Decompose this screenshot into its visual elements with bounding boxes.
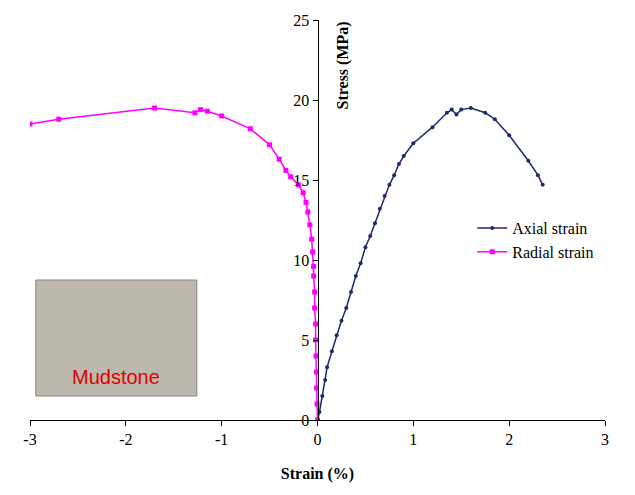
svg-text:Axial strain: Axial strain	[512, 220, 587, 237]
svg-text:5: 5	[301, 332, 309, 349]
svg-text:Radial strain: Radial strain	[512, 244, 593, 261]
svg-text:Stress (MPa): Stress (MPa)	[334, 21, 352, 109]
svg-text:0: 0	[314, 431, 322, 448]
svg-text:1: 1	[409, 431, 417, 448]
svg-text:2: 2	[505, 431, 513, 448]
svg-text:20: 20	[293, 92, 309, 109]
svg-text:Strain (%): Strain (%)	[281, 465, 354, 483]
svg-text:-3: -3	[23, 431, 36, 448]
svg-text:15: 15	[293, 172, 309, 189]
svg-text:Mudstone: Mudstone	[72, 366, 160, 388]
svg-text:-1: -1	[215, 431, 228, 448]
svg-text:25: 25	[293, 12, 309, 29]
svg-text:-2: -2	[119, 431, 132, 448]
svg-text:3: 3	[601, 431, 609, 448]
svg-text:0: 0	[301, 412, 309, 429]
svg-text:10: 10	[293, 252, 309, 269]
